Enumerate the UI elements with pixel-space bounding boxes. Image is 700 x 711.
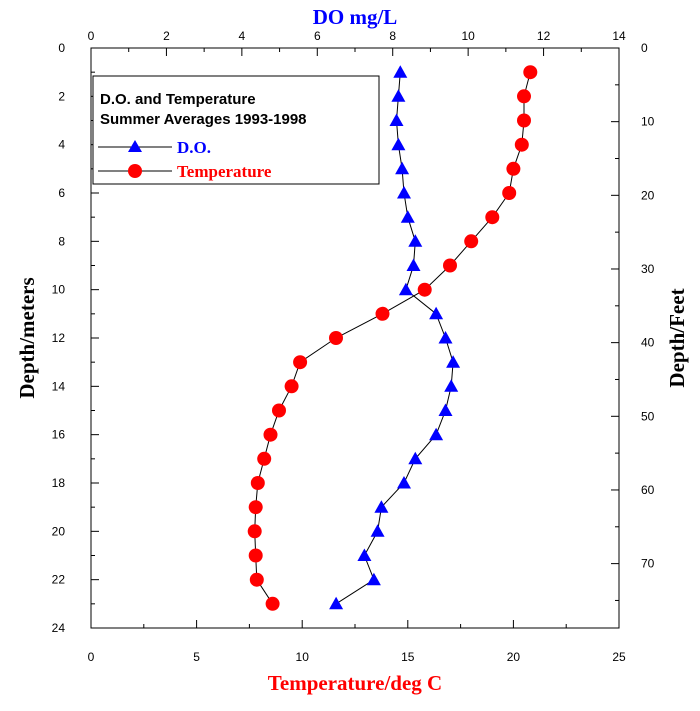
temperature-point: [248, 500, 263, 515]
d-o-point: [446, 355, 461, 368]
temperature-point: [517, 113, 531, 128]
d-o-point: [391, 89, 406, 102]
right-axis-tick-label: 30: [641, 262, 655, 276]
temperature-point: [417, 282, 432, 297]
temperature-point: [248, 548, 263, 563]
left-axis-title: Depth/meters: [15, 277, 39, 398]
bottom-axis-title: Temperature/deg C: [268, 671, 442, 695]
temperature-point: [517, 89, 531, 104]
top-axis-tick-label: 6: [314, 29, 321, 43]
left-axis-tick-label: 8: [58, 234, 65, 248]
temperature-point: [375, 306, 390, 321]
bottom-axis-tick-label: 0: [88, 650, 95, 664]
d-o-point: [366, 572, 381, 586]
right-axis-title: Depth/Feet: [665, 288, 689, 387]
d-o-point: [397, 476, 411, 489]
top-axis-title: DO mg/L: [313, 5, 398, 29]
d-o-point: [357, 548, 372, 561]
top-axis-tick-label: 4: [239, 29, 246, 43]
legend-title-line-2: Summer Averages 1993-1998: [100, 111, 307, 128]
bottom-axis-tick-label: 5: [193, 650, 200, 664]
left-axis-tick-label: 18: [52, 476, 66, 490]
left-axis-tick-label: 4: [58, 138, 65, 152]
bottom-axis-tick-label: 20: [507, 650, 521, 664]
left-axis-tick-label: 20: [52, 524, 66, 538]
right-axis-tick-label: 40: [641, 336, 655, 350]
d-o-point: [408, 451, 423, 465]
temperature-point: [443, 258, 457, 273]
left-axis-tick-label: 14: [52, 379, 66, 393]
bottom-axis-tick-label: 15: [401, 650, 415, 664]
left-axis-tick-label: 2: [58, 89, 65, 103]
right-axis-tick-label: 10: [641, 115, 655, 129]
d-o-point: [408, 234, 423, 247]
right-axis-tick-label: 20: [641, 188, 655, 202]
d-o-point: [444, 379, 459, 392]
legend-title-line-1: D.O. and Temperature: [100, 91, 256, 108]
bottom-axis-tick-label: 25: [612, 650, 626, 664]
left-axis-tick-label: 24: [52, 621, 66, 635]
d-o-point: [429, 427, 444, 441]
legend-do-marker: [128, 140, 142, 152]
temperature-point: [249, 572, 264, 587]
temperature-point: [485, 210, 500, 225]
top-axis-tick-label: 0: [88, 29, 95, 43]
temperature-point: [506, 161, 521, 176]
left-axis-tick-label: 22: [52, 573, 66, 587]
d-o-point: [395, 161, 410, 175]
d-o-point: [389, 113, 404, 126]
temperature-point: [265, 596, 280, 611]
right-axis-tick-label: 0: [641, 41, 648, 55]
top-axis-tick-label: 12: [537, 29, 551, 43]
temperature-point: [523, 65, 538, 80]
legend-temperature-label: Temperature: [177, 162, 272, 181]
right-axis-tick-label: 70: [641, 557, 655, 571]
left-axis-tick-label: 0: [58, 41, 65, 55]
legend: D.O. and Temperature Summer Averages 199…: [92, 75, 380, 185]
d-o-point: [370, 524, 385, 537]
temperature-point: [272, 403, 286, 418]
legend-temperature-marker: [128, 164, 142, 178]
temperature-point: [464, 234, 479, 249]
d-o-point: [406, 258, 421, 271]
d-o-point: [393, 65, 408, 78]
top-axis-tick-label: 14: [612, 29, 626, 43]
left-axis-tick-label: 16: [52, 428, 66, 442]
temperature-point: [284, 379, 299, 394]
d-o-point: [329, 596, 344, 610]
temperature-point: [257, 451, 272, 466]
legend-box: [92, 75, 380, 185]
left-axis-tick-label: 6: [58, 186, 65, 200]
d-o-point: [374, 500, 389, 513]
right-axis-tick-label: 60: [641, 483, 655, 497]
d-o-point: [391, 137, 406, 151]
d-o-point: [397, 186, 411, 199]
left-axis-tick-label: 12: [52, 331, 66, 345]
d-o-point: [398, 282, 413, 296]
temperature-point: [514, 137, 529, 152]
temperature-point: [247, 524, 262, 539]
left-axis-tick-label: 10: [52, 283, 66, 297]
d-o-point: [438, 403, 453, 416]
d-o-point: [400, 210, 415, 223]
temperature-point: [250, 476, 265, 490]
d-o-point: [429, 306, 444, 320]
temperature-point: [502, 186, 517, 200]
right-axis-tick-label: 50: [641, 409, 655, 423]
top-axis-tick-label: 2: [163, 29, 170, 43]
temperature-point: [263, 427, 278, 442]
legend-do-label: D.O.: [177, 138, 211, 157]
bottom-axis-tick-label: 10: [296, 650, 310, 664]
temperature-point: [293, 355, 308, 370]
temperature-point: [329, 331, 343, 345]
top-axis-tick-label: 8: [389, 29, 396, 43]
top-axis-tick-label: 10: [461, 29, 475, 43]
series-markers: [247, 65, 538, 611]
d-o-point: [438, 331, 453, 344]
